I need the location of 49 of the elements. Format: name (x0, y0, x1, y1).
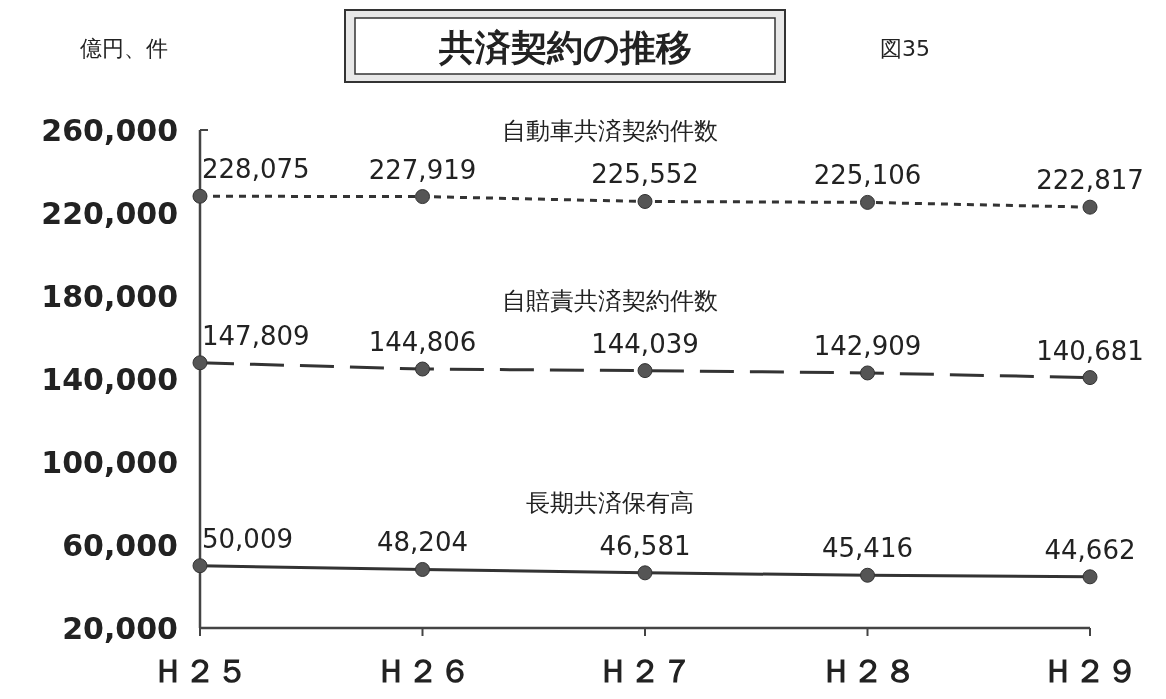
point (1082, 199, 1098, 215)
data-label: 144,039 (591, 328, 699, 359)
data-label: 225,106 (813, 160, 922, 191)
point (860, 194, 875, 210)
data-label: 227,919 (368, 154, 477, 185)
point (860, 567, 875, 583)
data-label: 228,075 (202, 154, 310, 185)
y-tick-label: 20,000 (62, 611, 178, 646)
point (415, 561, 430, 577)
data-label: 144,806 (368, 327, 477, 358)
data-label: 147,809 (202, 320, 310, 351)
data-label: 50,009 (202, 523, 293, 554)
caption: 図35 (880, 36, 930, 61)
x-tick-label: Ｈ２８ (819, 652, 916, 690)
point (637, 363, 653, 379)
point (192, 558, 208, 574)
data-label: 46,581 (599, 530, 691, 561)
y-tick-label: 220,000 (41, 196, 178, 231)
data-label: 48,204 (377, 527, 468, 558)
point (1082, 370, 1098, 386)
point (637, 565, 653, 581)
x-tick-label: Ｈ２７ (597, 652, 693, 690)
text: 自動車共済契約件数 (502, 117, 718, 146)
point (192, 188, 208, 204)
title: 共済契約の推移 (344, 9, 786, 83)
data-label: 225,552 (591, 159, 699, 190)
y-tick-label: 140,000 (41, 362, 178, 397)
y-tick-label: 260,000 (41, 113, 178, 148)
y-tick-label: 180,000 (41, 279, 178, 314)
y-tick-label: 60,000 (62, 528, 178, 563)
text: 自賠責共済契約件数 (502, 286, 718, 315)
y-axis-title: 億円、件 (80, 36, 168, 61)
text: 長期共済保有高 (526, 488, 694, 517)
point (192, 355, 208, 371)
point (415, 361, 430, 377)
data-label: 44,662 (1044, 534, 1136, 565)
data-label: 140,681 (1036, 335, 1144, 366)
point (415, 189, 430, 205)
x-tick-label: Ｈ２６ (374, 652, 471, 690)
y-tick-label: 100,000 (41, 445, 178, 480)
point (860, 365, 875, 381)
point (637, 193, 653, 209)
x-tick-label: Ｈ２５ (152, 652, 248, 690)
x-tick-label: Ｈ２９ (1042, 652, 1138, 690)
chart-title: 共済契約の推移 (437, 27, 692, 68)
data-label: 142,909 (813, 330, 922, 361)
point (1082, 569, 1098, 585)
data-label: 222,817 (1036, 165, 1144, 196)
data-label: 45,416 (822, 533, 913, 564)
